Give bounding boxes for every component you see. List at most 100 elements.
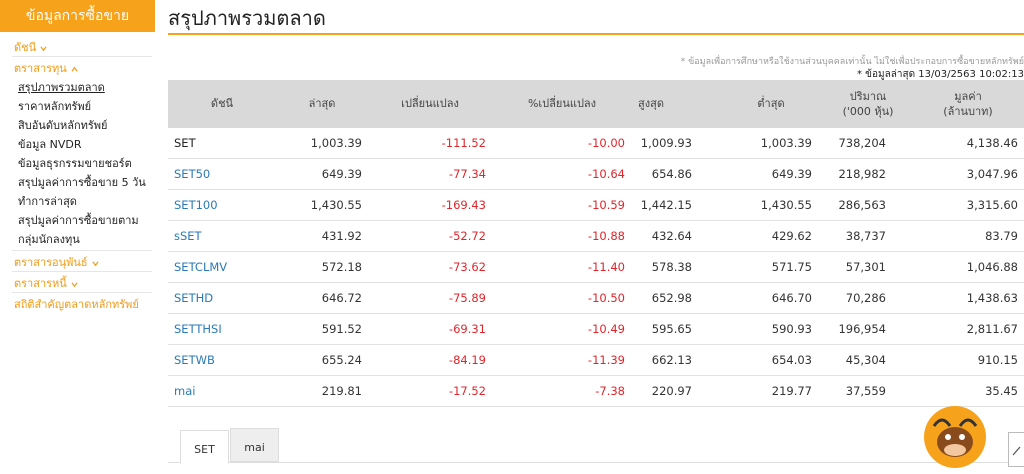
cell: -10.00 (587, 136, 625, 150)
cell: 286,563 (838, 198, 886, 212)
cell: -52.72 (448, 229, 486, 243)
page-title: สรุปภาพรวมตลาด (168, 6, 326, 30)
tab[interactable]: SET (180, 430, 229, 464)
table-header: ดัชนี ล่าสุด เปลี่ยนแปลง %เปลี่ยนแปลง สูงสุด… (168, 80, 1024, 128)
cell: 1,003.39 (760, 136, 812, 150)
index-name[interactable]: SETHD (174, 291, 214, 305)
menu-divider (12, 292, 152, 293)
cell: 4,138.46 (966, 136, 1018, 150)
column-header: %เปลี่ยนแปลง (527, 97, 597, 110)
cell: 654.03 (771, 353, 812, 367)
cell: -73.62 (448, 260, 486, 274)
cell: 591.52 (321, 322, 362, 336)
cell: 70,286 (845, 291, 886, 305)
menu-item[interactable]: ข้อมูลธุรกรรมขายชอร์ต (18, 157, 132, 170)
cell: 649.39 (771, 167, 812, 181)
chevron (40, 45, 47, 51)
cell: 196,954 (838, 322, 886, 336)
cell: 431.92 (321, 229, 362, 243)
index-name: SET (174, 136, 196, 150)
cell: -10.64 (587, 167, 625, 181)
cell: -10.50 (587, 291, 625, 305)
column-header: (ล้านบาท) (943, 105, 993, 118)
cell: 578.38 (651, 260, 692, 274)
index-name[interactable]: SETCLMV (174, 260, 228, 274)
updated-time: * ข้อมูลล่าสุด 13/03/2563 10:02:13 (857, 69, 1024, 80)
cell: 3,047.96 (966, 167, 1018, 181)
cell: 590.93 (771, 322, 812, 336)
menu-section[interactable]: ตราสารหนี้ (14, 274, 78, 292)
column-header: สูงสุด (638, 97, 664, 110)
cell: 738,204 (838, 136, 886, 150)
menu-divider (12, 250, 152, 251)
table-row (168, 283, 1024, 314)
table-row (168, 314, 1024, 345)
tab[interactable]: mai (230, 428, 279, 462)
table-row (168, 128, 1024, 159)
cell: 429.62 (771, 229, 812, 243)
table-row (168, 221, 1024, 252)
cell: 910.15 (977, 353, 1018, 367)
index-name[interactable]: mai (174, 384, 196, 398)
menu-divider (12, 271, 152, 272)
cell: -17.52 (448, 384, 486, 398)
cell: 646.72 (321, 291, 362, 305)
menu-section[interactable]: สถิติสำคัญตลาดหลักทรัพย์ (14, 298, 139, 311)
menu-section[interactable]: ตราสารทุน (14, 59, 78, 77)
cell: -169.43 (441, 198, 486, 212)
cell: 652.98 (651, 291, 692, 305)
cell: 595.65 (651, 322, 692, 336)
cell: 1,009.93 (640, 136, 692, 150)
menu-item[interactable]: ราคาหลักทรัพย์ (18, 100, 92, 113)
index-name[interactable]: sSET (174, 229, 202, 243)
cell: 649.39 (321, 167, 362, 181)
cell: -7.38 (595, 384, 625, 398)
cell: -10.59 (587, 198, 625, 212)
cell: -84.19 (448, 353, 486, 367)
index-name[interactable]: SETWB (174, 353, 215, 367)
menu-section[interactable]: ตราสารอนุพันธ์ (14, 253, 99, 271)
cell: 2,811.67 (966, 322, 1018, 336)
menu-divider (12, 56, 152, 57)
cell: 1,438.63 (966, 291, 1018, 305)
cell: 572.18 (321, 260, 362, 274)
table-row (168, 252, 1024, 283)
cell: 220.97 (651, 384, 692, 398)
cell: 57,301 (845, 260, 886, 274)
cell: -111.52 (441, 136, 486, 150)
column-header: มูลค่า (954, 90, 982, 103)
column-header: ต่ำสุด (757, 97, 785, 110)
cell: 219.81 (321, 384, 362, 398)
cell: 35.45 (985, 384, 1018, 398)
scroll-top-button[interactable] (1008, 432, 1024, 467)
index-name[interactable]: SET50 (174, 167, 211, 181)
cell: 571.75 (771, 260, 812, 274)
cell: 218,982 (838, 167, 886, 181)
cell: 654.86 (651, 167, 692, 181)
menu-item[interactable]: ข้อมูล NVDR (18, 138, 82, 151)
cell: 646.70 (771, 291, 812, 305)
chevron (71, 281, 78, 287)
cell: 83.79 (985, 229, 1018, 243)
cell: 37,559 (845, 384, 886, 398)
index-name[interactable]: SETTHSI (174, 322, 222, 336)
menu-item[interactable]: สรุปภาพรวมตลาด (18, 81, 105, 94)
cell: -11.40 (587, 260, 625, 274)
cell: -11.39 (587, 353, 625, 367)
cell: 662.13 (651, 353, 692, 367)
menu-section[interactable]: ดัชนี (14, 38, 47, 56)
table-row (168, 159, 1024, 190)
cell: 3,315.60 (966, 198, 1018, 212)
cell: 432.64 (651, 229, 692, 243)
index-name[interactable]: SET100 (174, 198, 218, 212)
menu-item[interactable]: สรุปมูลค่าการซื้อขายตามกลุ่มนักลงทุน (18, 214, 139, 246)
cell: 1,003.39 (310, 136, 362, 150)
menu-item[interactable]: สิบอันดับหลักทรัพย์ (18, 119, 108, 132)
column-header: ('000 หุ้น) (842, 105, 894, 118)
cell: -10.49 (587, 322, 625, 336)
column-header: ปริมาณ (849, 90, 887, 103)
cell: 1,442.15 (640, 198, 692, 212)
column-header: เปลี่ยนแปลง (401, 97, 459, 110)
menu-item[interactable]: สรุปมูลค่าการซื้อขาย 5 วัน ทำการล่าสุด (18, 176, 146, 208)
cell: 1,046.88 (966, 260, 1018, 274)
